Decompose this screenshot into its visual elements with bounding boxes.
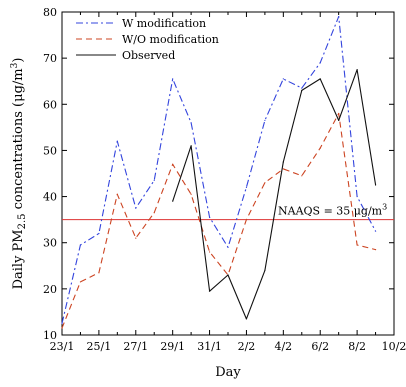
data-point xyxy=(135,207,137,209)
legend-label: Observed xyxy=(122,49,175,62)
data-point xyxy=(190,145,192,147)
data-point xyxy=(172,200,174,202)
x-tick-label: 2/2 xyxy=(238,340,256,353)
x-axis-title: Day xyxy=(215,365,241,380)
data-point xyxy=(227,246,229,248)
data-point xyxy=(338,119,340,122)
data-point xyxy=(301,175,303,177)
x-tick-label: 25/1 xyxy=(87,340,112,353)
plot-frame xyxy=(61,11,395,336)
data-point xyxy=(61,327,63,329)
series-layer xyxy=(61,16,377,329)
x-tick-label: 23/1 xyxy=(50,340,75,353)
data-point xyxy=(374,230,377,232)
legend-label: W modification xyxy=(122,17,206,30)
data-point xyxy=(190,122,192,124)
y-tick-label: 60 xyxy=(43,98,57,111)
series-line-2 xyxy=(172,69,377,320)
y-tick-label: 30 xyxy=(43,237,57,250)
naaqs-annotation: NAAQS = 35 μg/m3 xyxy=(278,203,387,218)
data-point xyxy=(319,147,321,149)
y-axis-ticks: 10 20 30 40 50 60 70 80 xyxy=(43,6,394,342)
data-point xyxy=(264,119,266,122)
data-point xyxy=(319,78,321,80)
data-point xyxy=(98,272,100,274)
data-point xyxy=(264,182,266,184)
data-point xyxy=(301,87,303,89)
data-point xyxy=(356,195,358,198)
data-point xyxy=(301,89,303,92)
data-point xyxy=(116,140,118,142)
y-axis-title: Daily PM2.5 concentrations (μg/m3) xyxy=(10,58,28,290)
data-point xyxy=(245,318,248,320)
x-tick-label: 31/1 xyxy=(197,340,222,353)
data-point xyxy=(338,112,340,115)
data-point xyxy=(135,237,137,239)
data-point xyxy=(208,290,211,292)
data-point xyxy=(79,281,82,283)
y-tick-label: 50 xyxy=(43,144,57,157)
y-tick-label: 70 xyxy=(43,52,57,65)
data-point xyxy=(208,251,211,253)
data-point xyxy=(172,78,174,80)
y-tick-label: 20 xyxy=(43,283,57,296)
data-point xyxy=(282,168,284,170)
x-tick-label: 6/2 xyxy=(311,340,329,353)
y-tick-label: 10 xyxy=(43,329,57,342)
data-point xyxy=(116,193,118,195)
data-point xyxy=(190,193,192,195)
data-point xyxy=(98,232,100,235)
data-point xyxy=(264,269,266,271)
y-tick-label: 80 xyxy=(43,6,57,19)
legend-label: W/O modification xyxy=(122,33,219,46)
data-point xyxy=(374,184,377,186)
data-point xyxy=(153,212,155,214)
x-tick-label: 27/1 xyxy=(123,340,148,353)
data-point xyxy=(172,163,174,165)
data-point xyxy=(208,216,211,218)
x-tick-label: 8/2 xyxy=(348,340,366,353)
data-point xyxy=(282,78,284,80)
data-point xyxy=(79,244,82,246)
data-point xyxy=(374,249,377,251)
x-tick-label: 4/2 xyxy=(274,340,292,353)
data-point xyxy=(338,16,340,18)
x-axis-ticks: 23/1 25/1 27/1 29/1 31/1 2/2 4/2 6/2 8/2 10/2 xyxy=(50,12,406,353)
data-point xyxy=(245,219,248,221)
y-tick-label: 40 xyxy=(43,191,57,204)
data-point xyxy=(227,274,229,276)
series-line-1 xyxy=(61,112,376,329)
data-point xyxy=(153,179,155,182)
data-point xyxy=(282,161,284,163)
x-tick-label: 10/2 xyxy=(382,340,406,353)
data-point xyxy=(356,69,358,71)
legend: W modification W/O modification Observed xyxy=(76,17,219,62)
data-point xyxy=(245,186,248,188)
series-line-0 xyxy=(61,16,377,324)
x-tick-label: 29/1 xyxy=(160,340,185,353)
data-point xyxy=(61,322,63,325)
data-point xyxy=(356,244,358,246)
data-point xyxy=(319,62,321,64)
